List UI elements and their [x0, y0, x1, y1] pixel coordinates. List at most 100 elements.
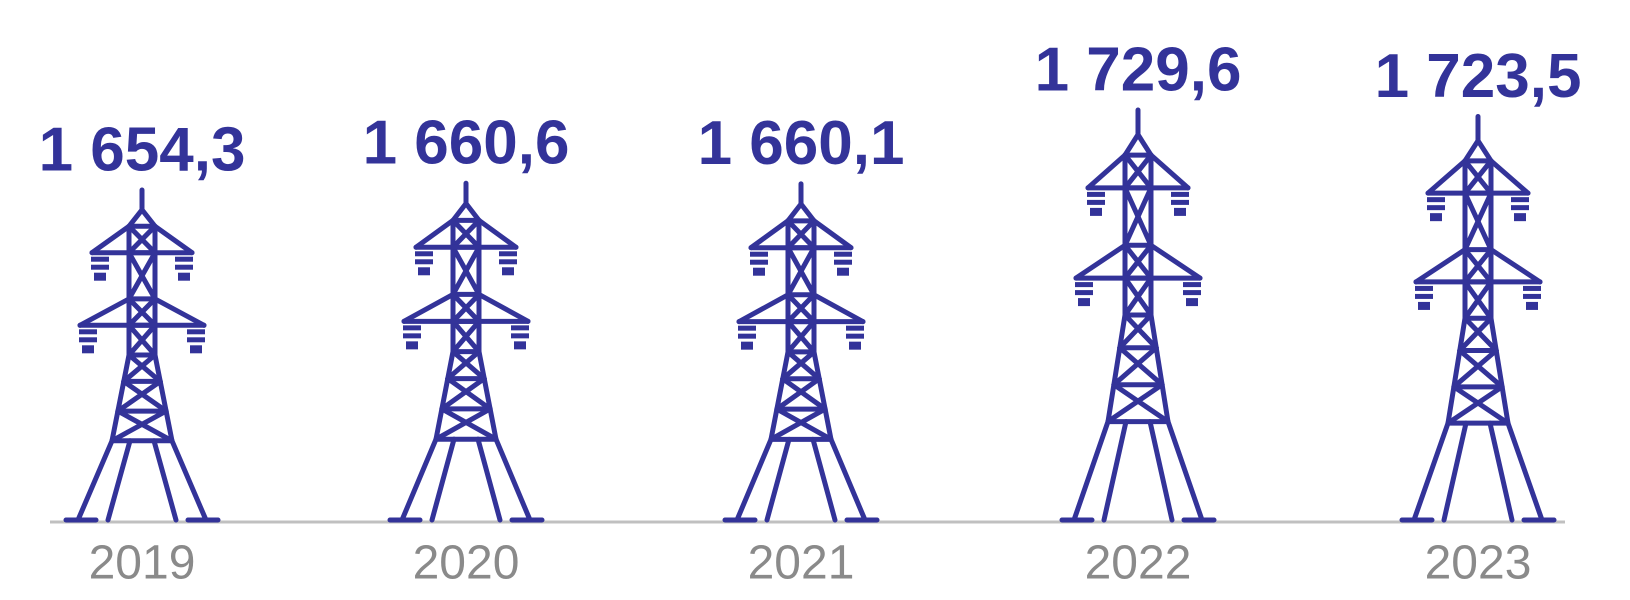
insulator: [1171, 192, 1189, 197]
insulator: [738, 334, 756, 339]
insulator: [1183, 290, 1201, 295]
insulator: [94, 273, 106, 281]
insulator: [79, 329, 97, 334]
insulator: [1511, 197, 1529, 202]
tower-strut: [737, 439, 771, 520]
tower: [1402, 116, 1554, 520]
tower-strut: [1448, 318, 1465, 423]
insulator: [1174, 208, 1186, 216]
tower-strut: [767, 439, 789, 520]
tower-strut: [739, 295, 788, 322]
insulator: [499, 251, 517, 256]
tower-strut: [78, 441, 112, 520]
tower-strut: [496, 439, 530, 520]
tower-strut: [1416, 250, 1465, 282]
insulator: [1183, 282, 1201, 287]
tower-strut: [118, 411, 172, 441]
tower-strut: [777, 409, 831, 439]
tower-strut: [1104, 422, 1126, 520]
insulator: [1427, 205, 1445, 210]
tower-strut: [801, 204, 814, 221]
insulator: [1090, 208, 1102, 216]
insulator: [91, 257, 109, 262]
tower-strut: [1151, 155, 1188, 188]
insulator: [738, 326, 756, 331]
insulator: [502, 267, 514, 275]
insulator: [1511, 205, 1529, 210]
tower-strut: [1490, 423, 1512, 520]
tower-strut: [404, 294, 453, 321]
insulator: [834, 252, 852, 257]
insulator: [849, 342, 861, 350]
value-label: 1 660,6: [363, 109, 570, 178]
tower-strut: [1088, 155, 1125, 188]
tower-strut: [1508, 423, 1542, 520]
value-label: 1 654,3: [39, 115, 246, 184]
insulator: [178, 273, 190, 281]
tower-strut: [442, 409, 496, 439]
insulator: [1087, 192, 1105, 197]
insulator: [1415, 294, 1433, 299]
insulator: [1427, 197, 1445, 202]
insulator: [834, 260, 852, 265]
insulator: [1078, 298, 1090, 306]
x-tick-label: 2020: [413, 537, 520, 590]
tower-strut: [1151, 245, 1200, 278]
tower-strut: [1150, 422, 1172, 520]
tower-strut: [1414, 423, 1448, 520]
insulator: [1514, 213, 1526, 221]
tower-strut: [814, 352, 831, 439]
insulator: [1430, 213, 1442, 221]
insulator: [418, 267, 430, 275]
tower-strut: [1491, 161, 1528, 193]
tower-strut: [1138, 135, 1151, 156]
chart: 1 654,320191 660,620201 660,120211 729,6…: [0, 0, 1630, 600]
tower-strut: [788, 204, 801, 221]
insulator: [741, 342, 753, 350]
tower-strut: [1108, 385, 1162, 422]
insulator: [175, 257, 193, 262]
tower-strut: [814, 221, 851, 248]
tower-strut: [478, 439, 500, 520]
tower: [66, 190, 218, 520]
insulator: [837, 268, 849, 276]
tower: [1062, 110, 1214, 520]
insulator: [514, 341, 526, 349]
tower-strut: [436, 409, 490, 439]
tower-strut: [479, 352, 496, 440]
tower-strut: [813, 439, 835, 520]
tower-strut: [155, 299, 204, 325]
insulator: [750, 252, 768, 257]
tower-strut: [1076, 245, 1125, 278]
tower-strut: [155, 226, 192, 252]
tower-strut: [1168, 422, 1202, 520]
tower-strut: [1454, 387, 1508, 423]
insulator: [187, 329, 205, 334]
tower-strut: [112, 355, 129, 441]
tower-strut: [108, 441, 130, 520]
insulator: [175, 265, 193, 270]
insulator: [406, 341, 418, 349]
insulator: [846, 326, 864, 331]
insulator: [1526, 302, 1538, 310]
tower-strut: [831, 439, 865, 520]
insulator: [91, 265, 109, 270]
insulator: [415, 251, 433, 256]
x-tick-label: 2023: [1425, 537, 1532, 590]
value-label: 1 660,1: [698, 109, 905, 178]
value-label: 1 723,5: [1375, 42, 1582, 111]
insulator: [403, 333, 421, 338]
insulator: [511, 333, 529, 338]
insulator: [499, 259, 517, 264]
insulator: [1186, 298, 1198, 306]
insulator: [1075, 282, 1093, 287]
tower-strut: [1151, 315, 1168, 422]
tower-strut: [1491, 250, 1540, 282]
insulator: [1523, 286, 1541, 291]
insulator: [403, 325, 421, 330]
tower-strut: [155, 355, 172, 441]
tower-strut: [479, 220, 516, 247]
tower-strut: [416, 220, 453, 247]
insulator: [415, 259, 433, 264]
tower-strut: [771, 352, 788, 439]
